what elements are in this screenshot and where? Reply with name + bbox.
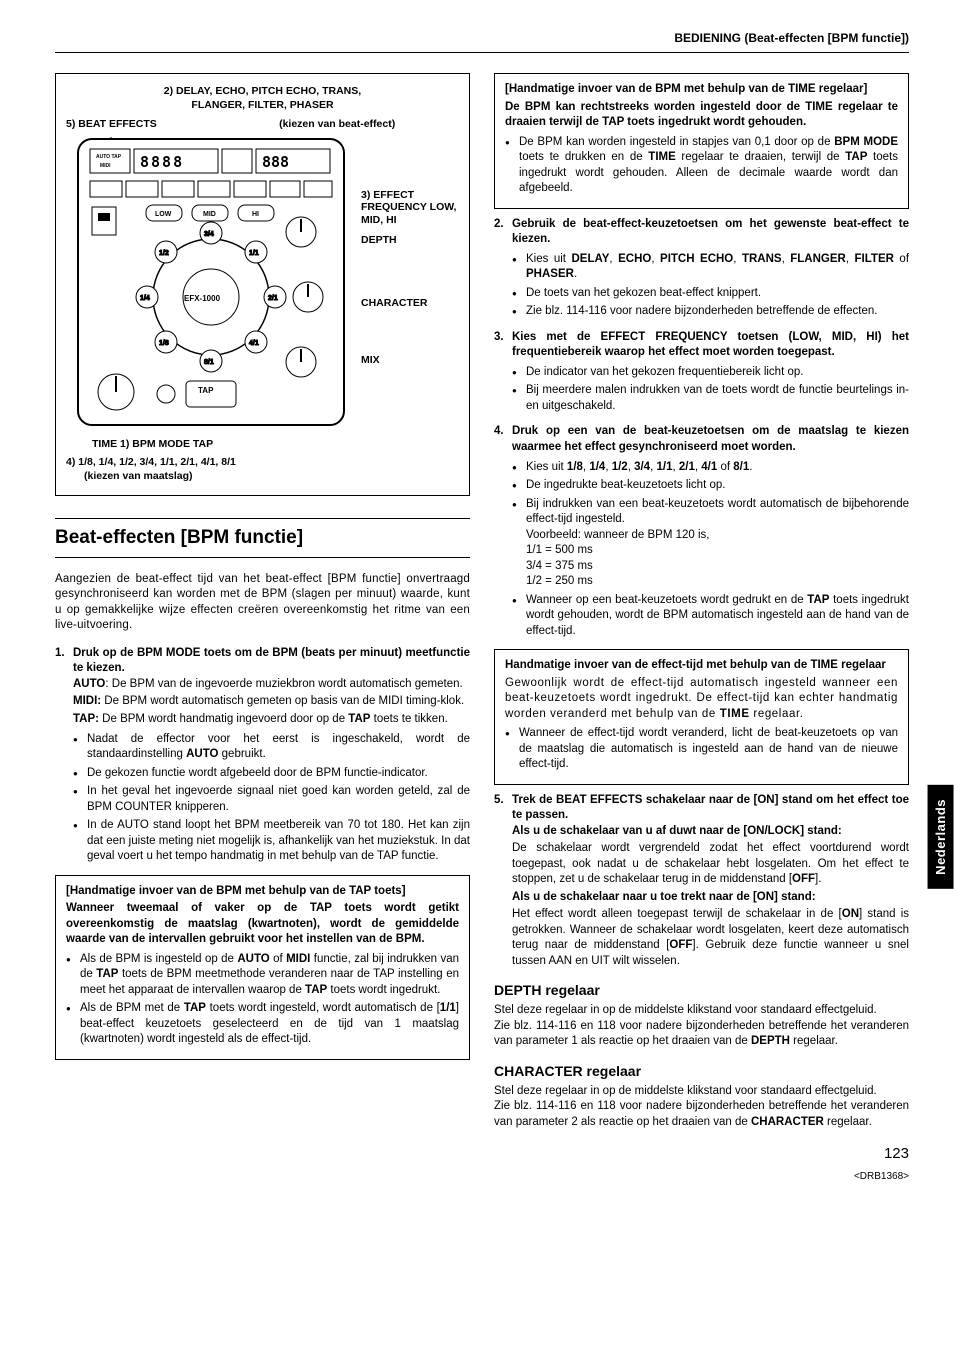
inset-tap-b2: Als de BPM met de TAP toets wordt ingest… (66, 1001, 459, 1048)
character-p2: Zie blz. 114-116 en 118 voor nadere bijz… (494, 1099, 909, 1130)
diagram-bottom-row: TIME 1) BPM MODE TAP (66, 437, 459, 451)
step5-head: Trek de BEAT EFFECTS schakelaar naar de … (512, 793, 909, 824)
step-1: 1.Druk op de BPM MODE toets om de BPM (b… (55, 646, 470, 865)
step-4: 4.Druk op een van de beat-keuzetoetsen o… (494, 424, 909, 639)
step1-head: Druk op de BPM MODE toets om de BPM (bea… (73, 646, 470, 677)
step3-head: Kies met de EFFECT FREQUENCY toetsen (LO… (512, 330, 909, 361)
step4-ex1: 3/4 = 375 ms (526, 560, 593, 572)
step3-b2: Bij meerdere malen indrukken van de toet… (512, 383, 909, 414)
svg-text:1/4: 1/4 (140, 295, 150, 302)
inset-et-lead: Gewoonlijk wordt de effect-tijd automati… (505, 676, 898, 723)
step-3: 3.Kies met de EFFECT FREQUENCY toetsen (… (494, 330, 909, 415)
svg-text:TAP: TAP (198, 386, 214, 395)
depth-p2: Zie blz. 114-116 en 118 voor nadere bijz… (494, 1019, 909, 1050)
svg-text:1/2: 1/2 (159, 250, 169, 257)
step2-b2: De toets van het gekozen beat-effect kni… (512, 286, 909, 302)
label-depth: DEPTH (361, 234, 459, 247)
svg-text:4/1: 4/1 (249, 340, 259, 347)
step4-example-lead: Voorbeeld: wanneer de BPM 120 is, (526, 529, 709, 541)
right-column: [Handmatige invoer van de BPM met behulp… (494, 73, 909, 1130)
step5-p2: Het effect wordt alleen toegepast terwij… (512, 907, 909, 969)
inset-tap-b1: Als de BPM is ingesteld op de AUTO of MI… (66, 952, 459, 999)
label-effect-freq: 3) EFFECT FREQUENCY LOW, MID, HI (361, 189, 456, 226)
step4-ex2: 1/2 = 250 ms (526, 575, 593, 587)
depth-title: DEPTH regelaar (494, 981, 909, 1000)
step1-b2: De gekozen functie wordt afgebeeld door … (73, 766, 470, 782)
svg-text:2/1: 2/1 (268, 295, 278, 302)
inset-et-b1: Wanneer de effect-tijd wordt veranderd, … (505, 726, 898, 773)
diagram-bottom-line1: 4) 1/8, 1/4, 1/2, 3/4, 1/1, 2/1, 4/1, 8/… (66, 455, 459, 469)
diagram-side-labels: 3) EFFECT FREQUENCY LOW, MID, HI DEPTH C… (361, 131, 459, 367)
efx-panel-svg: AUTO TAP MIDI 8888 888 (76, 137, 346, 427)
svg-text:AUTO TAP: AUTO TAP (96, 154, 122, 160)
step3-b1: De indicator van het gekozen frequentieb… (512, 365, 909, 381)
header-rule (55, 52, 909, 53)
inset-time: [Handmatige invoer van de BPM met behulp… (494, 73, 909, 209)
svg-text:1/8: 1/8 (159, 340, 169, 347)
inset-time-b1: De BPM kan worden ingesteld in stapjes v… (505, 135, 898, 197)
content-columns: 2) DELAY, ECHO, PITCH ECHO, TRANS, FLANG… (55, 73, 909, 1130)
character-p1: Stel deze regelaar in op de middelste kl… (494, 1084, 909, 1100)
svg-text:EFX-1000: EFX-1000 (184, 294, 221, 303)
diagram-box: 2) DELAY, ECHO, PITCH ECHO, TRANS, FLANG… (55, 73, 470, 496)
footer: 123 <DRB1368> (55, 1144, 909, 1185)
language-tab: Nederlands (928, 785, 954, 889)
inset-time-lead: De BPM kan rechtstreeks worden ingesteld… (505, 100, 898, 131)
section-title: Beat-effecten [BPM functie] (55, 518, 470, 558)
step5-l1: Als u de schakelaar van u af duwt naar d… (512, 825, 842, 837)
svg-text:LOW: LOW (155, 211, 172, 218)
page-header: BEDIENING (Beat-effecten [BPM functie]) (55, 30, 909, 52)
diagram-top-line1: 2) DELAY, ECHO, PITCH ECHO, TRANS, (164, 85, 361, 97)
svg-text:8/1: 8/1 (204, 359, 214, 366)
svg-text:3/4: 3/4 (204, 231, 214, 238)
page-number: 123 (884, 1145, 909, 1162)
step-2: 2.Gebruik de beat-effect-keuzetoetsen om… (494, 217, 909, 320)
svg-text:MIDI: MIDI (100, 163, 111, 169)
step1-b4: In de AUTO stand loopt het BPM meetberei… (73, 818, 470, 865)
step1-b3: In het geval het ingevoerde signaal niet… (73, 784, 470, 815)
character-title: CHARACTER regelaar (494, 1062, 909, 1081)
label-character: CHARACTER (361, 297, 459, 310)
step1-b1: Nadat de effector voor het eerst is inge… (73, 732, 470, 763)
step4-ex0: 1/1 = 500 ms (526, 544, 593, 556)
diagram-top-line2: FLANGER, FILTER, PHASER (191, 99, 333, 111)
diagram-beat-effects-label: 5) BEAT EFFECTS (66, 117, 215, 131)
svg-text:888: 888 (262, 153, 289, 171)
step5-p1: De schakelaar wordt vergrendeld zodat he… (512, 841, 909, 888)
step4-head: Druk op een van de beat-keuzetoetsen om … (512, 424, 909, 455)
step4-b2: De ingedrukte beat-keuzetoets licht op. (512, 478, 909, 494)
diagram-top-line3: (kiezen van beat-effect) (215, 117, 459, 131)
intro-text: Aangezien de beat-effect tijd van het be… (55, 572, 470, 634)
svg-text:HI: HI (252, 211, 259, 218)
inset-tap: [Handmatige invoer van de BPM met behulp… (55, 875, 470, 1060)
diagram-bottom-line2: (kiezen van maatslag) (66, 469, 459, 483)
label-mix: MIX (361, 354, 459, 367)
step-5: 5.Trek de BEAT EFFECTS schakelaar naar d… (494, 793, 909, 970)
step2-b1: Kies uit DELAY, ECHO, PITCH ECHO, TRANS,… (512, 252, 909, 283)
step4-b3: Bij indrukken van een beat-keuzetoets wo… (512, 497, 909, 590)
inset-et-title: Handmatige invoer van de effect-tijd met… (505, 658, 898, 674)
step2-head: Gebruik de beat-effect-keuzetoetsen om h… (512, 217, 909, 248)
inset-effect-time: Handmatige invoer van de effect-tijd met… (494, 649, 909, 785)
step2-b3: Zie blz. 114-116 voor nadere bijzonderhe… (512, 304, 909, 320)
step4-b4: Wanneer op een beat-keuzetoets wordt ged… (512, 593, 909, 640)
svg-text:MID: MID (203, 211, 216, 218)
doc-code: <DRB1368> (854, 1171, 909, 1182)
inset-tap-lead: Wanneer tweemaal of vaker op de TAP toet… (66, 901, 459, 948)
step5-l2: Als u de schakelaar naar u toe trekt naa… (512, 891, 816, 903)
inset-time-title: [Handmatige invoer van de BPM met behulp… (505, 82, 898, 98)
svg-text:8888: 8888 (140, 153, 184, 171)
left-column: 2) DELAY, ECHO, PITCH ECHO, TRANS, FLANG… (55, 73, 470, 1130)
svg-text:1/1: 1/1 (249, 250, 259, 257)
diagram-top-labels: 2) DELAY, ECHO, PITCH ECHO, TRANS, FLANG… (66, 84, 459, 112)
step4-b1: Kies uit 1/8, 1/4, 1/2, 3/4, 1/1, 2/1, 4… (512, 460, 909, 476)
inset-tap-title: [Handmatige invoer van de BPM met behulp… (66, 884, 459, 900)
depth-p1: Stel deze regelaar in op de middelste kl… (494, 1003, 909, 1019)
